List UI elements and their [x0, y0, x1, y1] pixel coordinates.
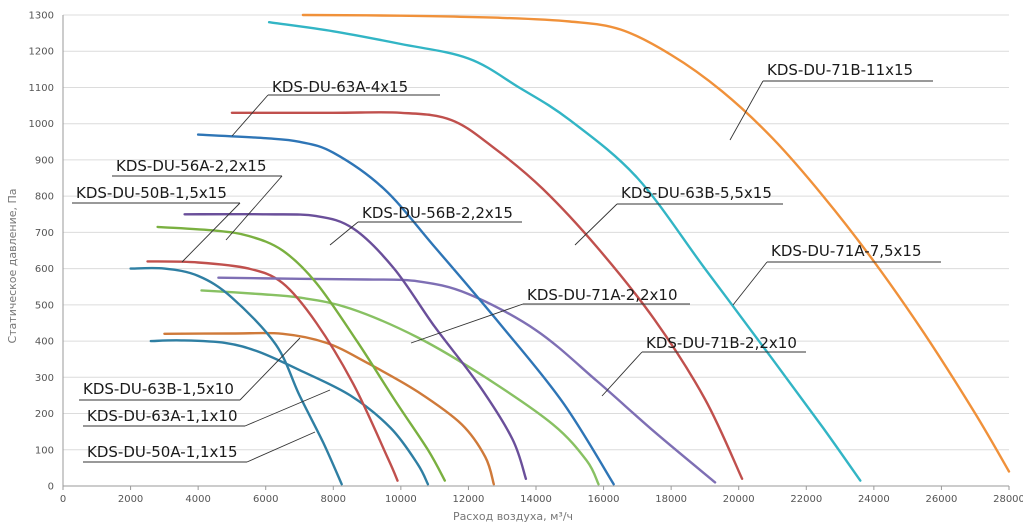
series-label: KDS-DU-56A-2,2x15 [112, 157, 283, 241]
label-leader [729, 80, 764, 141]
label-leader [244, 389, 331, 427]
series-label: KDS-DU-50A-1,1x15 [83, 431, 316, 463]
y-tick-label: 800 [35, 192, 54, 203]
series-label: KDS-DU-56B-2,2x15 [329, 204, 522, 246]
x-tick-label: 12000 [453, 494, 485, 505]
y-tick-label: 1300 [29, 11, 54, 22]
series-curve [156, 225, 446, 482]
label-leader [231, 94, 269, 137]
series-curves [129, 13, 1011, 486]
x-tick-label: 26000 [926, 494, 958, 505]
x-tick-label: 18000 [655, 494, 687, 505]
y-tick-label: 1100 [29, 83, 54, 94]
series-label: KDS-DU-71A-2,2x10 [410, 286, 690, 344]
x-axis-title: Расход воздуха, м³/ч [453, 510, 573, 523]
grid-lines [63, 14, 1009, 487]
y-tick-label: 500 [35, 300, 54, 311]
x-tick-label: 6000 [253, 494, 278, 505]
series-label-text: KDS-DU-56B-2,2x15 [362, 204, 513, 222]
series-label: KDS-DU-63A-1,1x10 [83, 389, 331, 427]
series-label-text: KDS-DU-63B-5,5x15 [621, 184, 772, 202]
x-tick-label: 8000 [321, 494, 346, 505]
axes: Статическое давление, Па Расход воздуха,… [6, 11, 1023, 523]
series-label: KDS-DU-71A-7,5x15 [732, 242, 941, 306]
series-label: KDS-DU-63B-5,5x15 [574, 184, 783, 246]
y-axis-title: Статическое давление, Па [6, 188, 19, 343]
series-label-text: KDS-DU-71B-11x15 [767, 61, 913, 79]
x-tick-label: 28000 [993, 494, 1023, 505]
label-leader [181, 202, 241, 263]
x-tick-label: 22000 [790, 494, 822, 505]
series-label-text: KDS-DU-71A-7,5x15 [771, 242, 922, 260]
y-tick-label: 1200 [29, 47, 54, 58]
series-curve [301, 13, 1011, 473]
series-label: KDS-DU-50B-1,5x15 [72, 184, 241, 263]
y-tick-label: 200 [35, 409, 54, 420]
series-label: KDS-DU-71B-11x15 [729, 61, 933, 141]
x-tick-label: 20000 [723, 494, 755, 505]
label-leader [410, 303, 524, 344]
y-tick-label: 1000 [29, 119, 54, 130]
series-label-text: KDS-DU-50A-1,1x15 [87, 443, 238, 461]
y-tick-label: 0 [48, 482, 54, 493]
series-curve [183, 212, 528, 480]
series-curve [146, 260, 399, 482]
label-leader [601, 351, 643, 397]
x-tick-label: 0 [60, 494, 66, 505]
label-leader [239, 337, 301, 401]
x-tick-label: 4000 [185, 494, 210, 505]
label-leader [329, 221, 359, 246]
series-curve [149, 339, 430, 486]
y-tick-label: 100 [35, 445, 54, 456]
series-label-text: KDS-DU-63B-1,5x10 [83, 380, 234, 398]
series-label-text: KDS-DU-50B-1,5x15 [76, 184, 227, 202]
series-label-text: KDS-DU-63A-4x15 [272, 78, 408, 96]
series-label-text: KDS-DU-63A-1,1x10 [87, 407, 238, 425]
y-tick-label: 900 [35, 155, 54, 166]
series-label-text: KDS-DU-71B-2,2x10 [646, 334, 797, 352]
series-label: KDS-DU-71B-2,2x10 [601, 334, 806, 397]
series-curve [163, 331, 495, 486]
y-tick-label: 700 [35, 228, 54, 239]
label-leader [574, 203, 618, 246]
y-tick-label: 600 [35, 264, 54, 275]
x-tick-label: 24000 [858, 494, 890, 505]
series-labels: KDS-DU-71B-11x15 KDS-DU-63A-4x15 KDS-DU-56… [72, 61, 941, 463]
x-tick-label: 2000 [118, 494, 143, 505]
series-curve [267, 21, 862, 482]
x-tick-label: 14000 [520, 494, 552, 505]
series-label: KDS-DU-63A-4x15 [231, 78, 440, 137]
label-leader [246, 431, 316, 463]
series-curve [196, 133, 615, 486]
series-curve [230, 111, 744, 480]
x-tick-label: 16000 [588, 494, 620, 505]
label-leader [732, 261, 768, 306]
series-label: KDS-DU-63B-1,5x10 [79, 337, 301, 401]
series-label-text: KDS-DU-56A-2,2x15 [116, 157, 267, 175]
series-curve [129, 266, 343, 486]
x-tick-label: 10000 [385, 494, 417, 505]
y-tick-label: 400 [35, 337, 54, 348]
series-label-text: KDS-DU-71A-2,2x10 [527, 286, 678, 304]
series-curve [200, 289, 600, 486]
label-leader [225, 175, 283, 241]
y-tick-label: 300 [35, 373, 54, 384]
